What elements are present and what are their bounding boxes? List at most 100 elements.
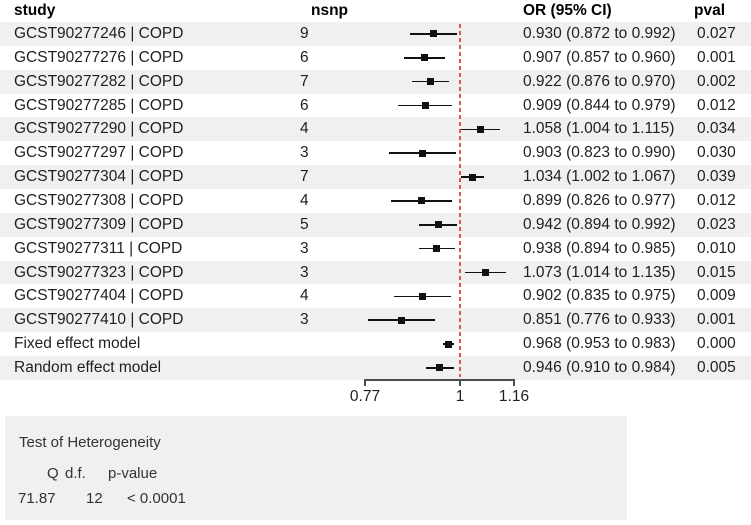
nsnp-value: 3 bbox=[300, 263, 309, 281]
or-ci-value: 0.922 (0.876 to 0.970) bbox=[523, 72, 676, 90]
summary-row: Random effect model 0.946 (0.910 to 0.984… bbox=[0, 356, 751, 380]
x-axis-line bbox=[365, 379, 514, 381]
or-ci-value: 0.968 (0.953 to 0.983) bbox=[523, 335, 676, 353]
pval-value: 0.009 bbox=[697, 287, 736, 305]
study-label: GCST90277309 | COPD bbox=[14, 215, 184, 233]
study-row: GCST90277297 | COPD 3 0.903 (0.823 to 0.99… bbox=[0, 141, 751, 165]
study-label: GCST90277404 | COPD bbox=[14, 287, 184, 305]
heterogeneity-box: Test of Heterogeneity Q d.f. p-value 71.… bbox=[5, 416, 627, 520]
nsnp-value: 7 bbox=[300, 72, 309, 90]
study-row: GCST90277246 | COPD 9 0.930 (0.872 to 0.99… bbox=[0, 22, 751, 46]
x-axis-tick bbox=[459, 379, 461, 386]
table-header: study nsnp OR (95% CI) pval bbox=[0, 0, 751, 22]
study-label: GCST90277285 | COPD bbox=[14, 96, 184, 114]
study-label: GCST90277323 | COPD bbox=[14, 263, 184, 281]
column-header-nsnp: nsnp bbox=[311, 2, 349, 19]
study-row: GCST90277304 | COPD 7 1.034 (1.002 to 1.06… bbox=[0, 165, 751, 190]
pval-value: 0.023 bbox=[697, 215, 736, 233]
or-marker bbox=[433, 245, 441, 253]
or-ci-value: 0.930 (0.872 to 0.992) bbox=[523, 25, 676, 42]
x-axis-tick bbox=[364, 379, 366, 386]
study-label: GCST90277297 | COPD bbox=[14, 144, 184, 162]
pval-value: 0.012 bbox=[697, 192, 736, 210]
or-marker bbox=[419, 292, 427, 300]
study-label: GCST90277304 | COPD bbox=[14, 168, 184, 186]
study-label: GCST90277290 | COPD bbox=[14, 120, 184, 138]
or-ci-value: 1.073 (1.014 to 1.135) bbox=[523, 263, 676, 281]
nsnp-value: 3 bbox=[300, 239, 309, 257]
nsnp-value: 9 bbox=[300, 25, 309, 42]
or-marker bbox=[430, 30, 438, 38]
study-label: GCST90277308 | COPD bbox=[14, 192, 184, 210]
study-label: GCST90277282 | COPD bbox=[14, 72, 184, 90]
x-axis-tick bbox=[513, 379, 515, 386]
study-row: GCST90277311 | COPD 3 0.938 (0.894 to 0.98… bbox=[0, 237, 751, 261]
pval-value: 0.012 bbox=[697, 96, 736, 114]
pval-value: 0.010 bbox=[697, 239, 736, 257]
study-label: GCST90277276 | COPD bbox=[14, 48, 184, 66]
nsnp-value: 4 bbox=[300, 192, 309, 210]
study-row: GCST90277308 | COPD 4 0.899 (0.826 to 0.97… bbox=[0, 189, 751, 213]
or-ci-value: 1.058 (1.004 to 1.115) bbox=[523, 120, 675, 138]
study-row: GCST90277282 | COPD 7 0.922 (0.876 to 0.97… bbox=[0, 69, 751, 94]
nsnp-value: 3 bbox=[300, 144, 309, 162]
study-label: GCST90277311 | COPD bbox=[14, 239, 183, 257]
pval-value: 0.030 bbox=[697, 144, 736, 162]
or-ci-value: 0.899 (0.826 to 0.977) bbox=[523, 192, 676, 210]
or-marker bbox=[482, 269, 490, 277]
column-header-pval: pval bbox=[694, 2, 726, 19]
or-marker bbox=[434, 221, 442, 229]
study-row: GCST90277323 | COPD 3 1.073 (1.014 to 1.13… bbox=[0, 260, 751, 285]
pval-value: 0.034 bbox=[697, 120, 736, 138]
or-marker bbox=[421, 102, 429, 109]
study-row: GCST90277309 | COPD 5 0.942 (0.894 to 0.99… bbox=[0, 212, 751, 237]
nsnp-value: 4 bbox=[300, 287, 309, 305]
column-header-study: study bbox=[14, 2, 56, 19]
study-label: Random effect model bbox=[14, 359, 162, 377]
pval-value: 0.001 bbox=[697, 311, 736, 329]
heterogeneity-df-label: d.f. bbox=[65, 465, 86, 482]
study-label: Fixed effect model bbox=[14, 335, 141, 353]
study-row: GCST90277410 | COPD 3 0.851 (0.776 to 0.93… bbox=[0, 308, 751, 333]
or-marker bbox=[397, 316, 405, 324]
x-axis-tick-label: 1 bbox=[455, 388, 465, 405]
x-axis-tick-label: 0.77 bbox=[349, 388, 381, 405]
nsnp-value: 6 bbox=[300, 96, 309, 114]
pval-value: 0.015 bbox=[697, 263, 736, 281]
or-ci-value: 0.902 (0.835 to 0.975) bbox=[523, 287, 676, 305]
pval-value: 0.000 bbox=[697, 335, 736, 353]
nsnp-value: 3 bbox=[300, 311, 309, 329]
study-label: GCST90277246 | COPD bbox=[14, 25, 184, 42]
heterogeneity-title: Test of Heterogeneity bbox=[19, 434, 161, 451]
or-marker bbox=[468, 173, 476, 181]
or-marker bbox=[421, 54, 429, 62]
summary-row: Fixed effect model 0.968 (0.953 to 0.983)… bbox=[0, 332, 751, 356]
pval-value: 0.005 bbox=[697, 359, 736, 377]
or-marker bbox=[427, 78, 434, 86]
table-body: GCST90277246 | COPD 9 0.930 (0.872 to 0.99… bbox=[0, 22, 751, 380]
pval-value: 0.027 bbox=[697, 25, 736, 42]
pval-value: 0.001 bbox=[697, 48, 736, 66]
or-marker bbox=[419, 149, 427, 157]
nsnp-value: 5 bbox=[300, 215, 309, 233]
study-label: GCST90277410 | COPD bbox=[14, 311, 184, 329]
heterogeneity-q-value: 71.87 bbox=[18, 490, 56, 507]
nsnp-value: 7 bbox=[300, 168, 309, 186]
study-row: GCST90277276 | COPD 6 0.907 (0.857 to 0.96… bbox=[0, 46, 751, 70]
or-marker bbox=[477, 125, 485, 133]
x-axis-tick-label: 1.16 bbox=[498, 388, 530, 405]
heterogeneity-p-label: p-value bbox=[108, 465, 158, 482]
pval-value: 0.039 bbox=[697, 168, 736, 186]
pval-value: 0.002 bbox=[697, 72, 736, 90]
or-ci-value: 0.938 (0.894 to 0.985) bbox=[523, 239, 676, 257]
or-ci-value: 0.903 (0.823 to 0.990) bbox=[523, 144, 676, 162]
heterogeneity-df-value: 12 bbox=[86, 490, 103, 507]
or-ci-value: 0.851 (0.776 to 0.933) bbox=[523, 311, 676, 329]
reference-line bbox=[459, 24, 462, 377]
heterogeneity-q-label: Q bbox=[47, 465, 59, 482]
or-ci-value: 0.942 (0.894 to 0.992) bbox=[523, 215, 676, 233]
or-marker bbox=[436, 364, 444, 372]
or-ci-value: 0.907 (0.857 to 0.960) bbox=[523, 48, 676, 66]
nsnp-value: 4 bbox=[300, 120, 309, 138]
